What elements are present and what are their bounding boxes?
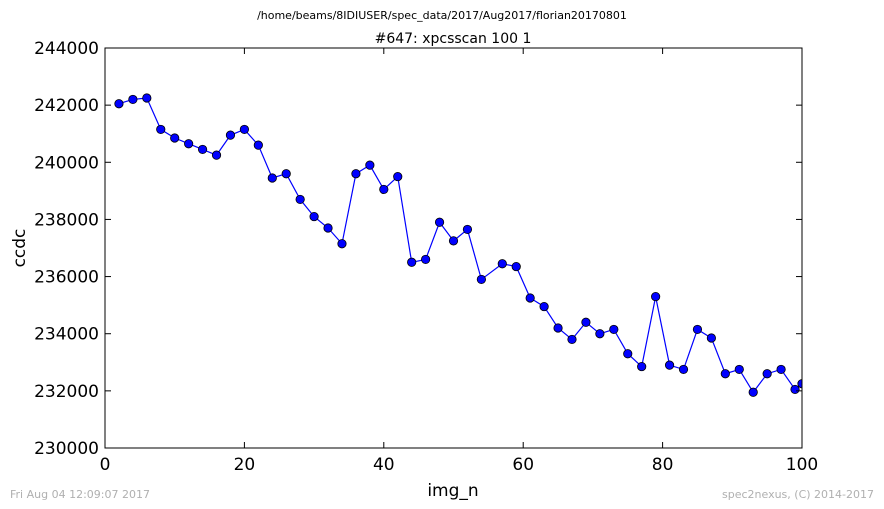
data-point	[721, 370, 729, 378]
y-tick-label: 240000	[34, 153, 99, 173]
data-point	[735, 365, 743, 373]
y-tick-label: 242000	[34, 96, 99, 116]
x-tick-label: 0	[100, 455, 111, 475]
data-point	[651, 292, 659, 300]
x-tick-label: 80	[652, 455, 674, 475]
footer-credit: spec2nexus, (C) 2014-2017	[722, 488, 874, 501]
data-point	[498, 260, 506, 268]
x-axis: 0 20 40 60 80 100	[100, 48, 819, 475]
x-axis-label: img_n	[427, 481, 478, 501]
data-point	[749, 388, 757, 396]
y-axis: 230000 232000 234000 236000 238000 240000 2420…	[34, 39, 802, 459]
data-point	[540, 302, 548, 310]
data-point	[679, 365, 687, 373]
data-point	[129, 95, 137, 103]
data-point	[596, 330, 604, 338]
data-point	[394, 172, 402, 180]
y-tick-label: 232000	[34, 382, 99, 402]
y-tick-label: 236000	[34, 268, 99, 288]
data-point	[554, 324, 562, 332]
data-point	[512, 262, 520, 270]
data-point	[366, 161, 374, 169]
data-point	[624, 350, 632, 358]
x-tick-label: 20	[234, 455, 256, 475]
data-point	[198, 145, 206, 153]
data-point	[707, 334, 715, 342]
data-point	[380, 185, 388, 193]
chart-title: #647: xpcsscan 100 1	[375, 31, 532, 47]
data-point	[777, 365, 785, 373]
data-point	[610, 325, 618, 333]
footer-timestamp: Fri Aug 04 12:09:07 2017	[10, 488, 150, 501]
x-tick-label: 100	[786, 455, 818, 475]
plot-area	[115, 94, 806, 397]
data-point	[421, 255, 429, 263]
data-point	[463, 225, 471, 233]
data-point	[435, 218, 443, 226]
data-point	[157, 125, 165, 133]
data-point	[763, 370, 771, 378]
y-tick-label: 244000	[34, 39, 99, 59]
data-point	[407, 258, 415, 266]
data-point	[568, 335, 576, 343]
data-point	[665, 361, 673, 369]
data-point	[477, 275, 485, 283]
data-point	[184, 140, 192, 148]
data-point	[791, 385, 799, 393]
data-point	[282, 170, 290, 178]
series-line	[119, 98, 802, 392]
data-point	[310, 212, 318, 220]
data-point	[143, 94, 151, 102]
plot-frame	[105, 48, 802, 448]
data-point	[171, 134, 179, 142]
data-point	[338, 240, 346, 248]
x-tick-label: 40	[373, 455, 395, 475]
data-point	[115, 100, 123, 108]
x-tick-label: 60	[512, 455, 534, 475]
data-point	[693, 325, 701, 333]
y-tick-label: 238000	[34, 210, 99, 230]
data-point	[352, 170, 360, 178]
data-point	[296, 195, 304, 203]
data-point	[449, 237, 457, 245]
data-point	[324, 224, 332, 232]
data-point	[254, 141, 262, 149]
data-point	[582, 318, 590, 326]
data-point	[240, 125, 248, 133]
data-point	[268, 174, 276, 182]
y-tick-label: 230000	[34, 439, 99, 459]
data-point	[526, 294, 534, 302]
data-point	[212, 151, 220, 159]
data-point	[226, 131, 234, 139]
y-tick-label: 234000	[34, 325, 99, 345]
data-point	[637, 362, 645, 370]
y-axis-label: ccdc	[10, 229, 30, 268]
